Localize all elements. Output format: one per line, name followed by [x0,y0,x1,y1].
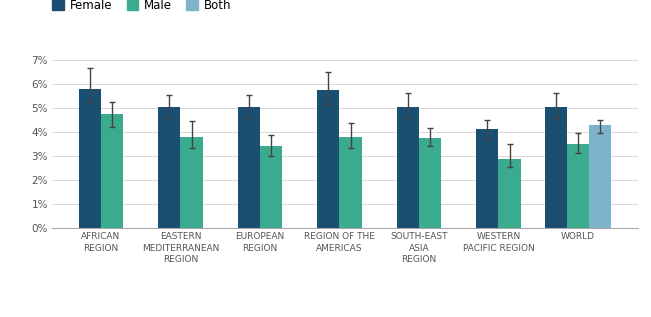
Bar [317,90,339,228]
Bar [499,159,521,228]
Bar [419,138,441,228]
Bar [396,107,419,228]
Bar [180,137,202,228]
Bar [545,107,567,228]
Bar [476,129,499,228]
Bar [260,146,283,228]
Legend: Female, Male, Both: Female, Male, Both [52,0,232,12]
Bar [79,88,101,228]
Bar [589,125,611,228]
Bar [567,144,589,228]
Bar [339,137,362,228]
Bar [158,107,180,228]
Bar [101,114,123,228]
Bar [238,107,260,228]
